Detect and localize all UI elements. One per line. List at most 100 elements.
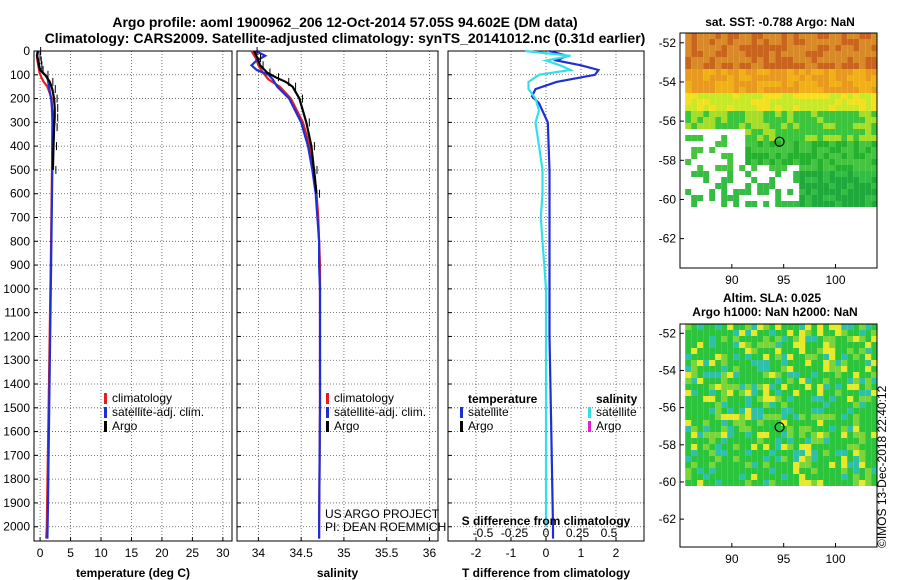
sla-cell [715, 366, 722, 372]
sst-cell [841, 171, 848, 177]
sst-cell [739, 111, 746, 117]
sla-cell [799, 432, 806, 438]
sla-cell [811, 450, 818, 456]
sla-cell [853, 360, 860, 366]
sst-cell [769, 165, 776, 171]
sst-cell [757, 153, 764, 159]
sst-cell [733, 105, 740, 111]
sla-cell [841, 480, 848, 486]
sst-cell [787, 129, 794, 135]
sla-cell [799, 474, 806, 480]
sla-cell [859, 456, 866, 462]
sla-cell [733, 468, 740, 474]
sla-cell [775, 384, 782, 390]
sla-cell [793, 342, 800, 348]
sla-cell [685, 402, 692, 408]
sst-cell [811, 189, 818, 195]
sst-cell [823, 39, 830, 45]
sst-cell [793, 141, 800, 147]
sst-cell [817, 57, 824, 63]
sla-cell [775, 468, 782, 474]
y-tick-label: 1100 [4, 306, 30, 320]
sst-cell [769, 153, 776, 159]
sla-cell [835, 396, 842, 402]
sst-cell [811, 129, 818, 135]
sla-cell [739, 324, 746, 330]
sst-cell [715, 69, 722, 75]
sla-cell [799, 390, 806, 396]
sla-cell [715, 348, 722, 354]
sla-cell [781, 336, 788, 342]
sst-cell [793, 45, 800, 51]
sst-cell [871, 195, 878, 201]
sst-cell [733, 69, 740, 75]
sst-cell [829, 147, 836, 153]
sla-cell [823, 324, 830, 330]
x-tick-label: 36 [423, 546, 437, 560]
sla-cell [703, 372, 710, 378]
sla-cell [733, 336, 740, 342]
sla-heatmap-cells [685, 324, 878, 486]
sst-cell [697, 81, 704, 87]
sst-cell [829, 159, 836, 165]
sla-cell [829, 474, 836, 480]
sla-cell [733, 390, 740, 396]
sla-cell [769, 348, 776, 354]
sst-cell [805, 105, 812, 111]
sla-cell [715, 354, 722, 360]
sst-cell [697, 195, 704, 201]
sla-cell [769, 438, 776, 444]
sst-cell [739, 75, 746, 81]
sst-cell [847, 195, 854, 201]
sla-cell [685, 360, 692, 366]
sla-cell [799, 402, 806, 408]
sla-cell [829, 450, 836, 456]
sst-cell [805, 153, 812, 159]
sst-cell [721, 123, 728, 129]
sla-cell [763, 426, 770, 432]
sla-cell [841, 390, 848, 396]
sla-cell [739, 462, 746, 468]
sst-cell [823, 195, 830, 201]
sla-cell [829, 372, 836, 378]
sla-cell [715, 444, 722, 450]
sst-cell [859, 141, 866, 147]
sst-cell [859, 159, 866, 165]
map-y-tick-label: -58 [659, 153, 677, 167]
sla-cell [835, 342, 842, 348]
sla-cell [763, 432, 770, 438]
sst-cell [859, 201, 866, 207]
sla-cell [709, 384, 716, 390]
sla-cell [817, 324, 824, 330]
sla-cell [727, 414, 734, 420]
sst-cell [817, 141, 824, 147]
sst-cell [757, 39, 764, 45]
sla-cell [733, 450, 740, 456]
sst-cell [721, 141, 728, 147]
sst-cell [859, 171, 866, 177]
sst-cell [769, 117, 776, 123]
sst-cell [805, 189, 812, 195]
sst-cell [865, 201, 872, 207]
sst-cell [811, 165, 818, 171]
sla-cell [757, 396, 764, 402]
sla-cell [739, 396, 746, 402]
sla-cell [691, 450, 698, 456]
sla-cell [733, 426, 740, 432]
sla-cell [829, 456, 836, 462]
sla-cell [793, 468, 800, 474]
map-x-tick-label: 95 [777, 273, 791, 287]
sla-cell [721, 468, 728, 474]
sst-cell [751, 39, 758, 45]
sst-cell [691, 39, 698, 45]
sla-cell [853, 372, 860, 378]
sla-cell [769, 432, 776, 438]
sst-cell [871, 183, 878, 189]
sst-cell [799, 45, 806, 51]
sla-cell [799, 396, 806, 402]
sst-cell [745, 105, 752, 111]
sla-cell [775, 414, 782, 420]
sst-cell [859, 177, 866, 183]
sst-cell [871, 69, 878, 75]
sla-cell [733, 354, 740, 360]
